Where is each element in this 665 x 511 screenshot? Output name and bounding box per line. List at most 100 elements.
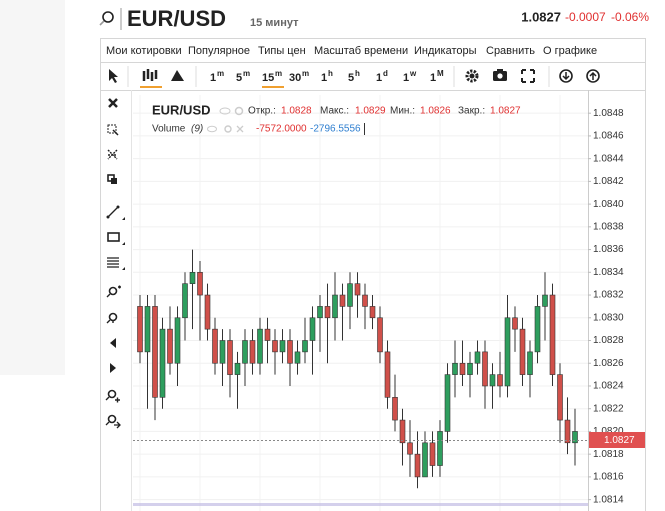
copy-tool[interactable] (107, 174, 117, 184)
camera-icon[interactable] (493, 69, 507, 81)
search-icon[interactable] (99, 8, 122, 30)
select-tool[interactable] (107, 124, 119, 136)
line-tool[interactable] (106, 205, 126, 221)
price-tag-label: 1.0827 (604, 435, 635, 446)
timeframe-unit[interactable]: m (302, 69, 309, 78)
timeframe-unit[interactable]: m (217, 69, 224, 78)
candle-body (212, 328, 218, 364)
candles-icon[interactable] (142, 69, 158, 81)
fullscreen-icon[interactable] (521, 69, 535, 83)
price: 1.0827 (521, 9, 561, 24)
magnet-tool[interactable] (105, 389, 120, 403)
candle-body (279, 340, 286, 353)
menu-item[interactable]: О графике (543, 45, 597, 57)
menu-item[interactable]: Масштаб времени (314, 45, 408, 57)
candle-body (257, 328, 263, 364)
close-value: 1.0827 (490, 106, 521, 117)
y-tick-label: 1.0826 (593, 358, 624, 369)
timeframe-number[interactable]: 1 (210, 72, 216, 84)
timeframe-number[interactable]: 30 (289, 72, 301, 84)
area-icon[interactable] (171, 70, 184, 81)
candle-body (144, 306, 151, 353)
timeframe-number[interactable]: 1 (321, 72, 327, 84)
menu-item[interactable]: Сравнить (486, 45, 535, 57)
candle-body (264, 328, 271, 341)
timeframe-number[interactable]: 15 (262, 72, 274, 84)
cursor-icon[interactable] (109, 69, 118, 83)
candle-body (137, 306, 143, 353)
candle-body (534, 306, 541, 353)
candle-body (167, 328, 173, 364)
candle-body (242, 340, 248, 364)
interval: 15 минут (250, 17, 299, 29)
open-value: 1.0828 (281, 106, 312, 117)
high-value: 1.0829 (355, 106, 386, 117)
candle-body (362, 294, 368, 307)
timeframe-unit[interactable]: m (243, 69, 250, 78)
timeframe-unit[interactable]: w (409, 69, 417, 78)
low-label: Мин.: (390, 106, 415, 117)
candle-body (324, 306, 331, 319)
timeframe-number[interactable]: 1 (430, 72, 436, 84)
y-tick-label: 1.0828 (593, 335, 624, 346)
candle-body (452, 362, 458, 375)
timeframe-number[interactable]: 5 (236, 72, 242, 84)
menu-item[interactable]: Типы цен (258, 45, 306, 57)
candle-body (219, 340, 226, 364)
y-tick-label: 1.0814 (593, 494, 624, 505)
menu-item[interactable]: Индикаторы (414, 45, 477, 57)
upload-icon[interactable] (586, 69, 600, 83)
zoom-in-tool[interactable] (106, 285, 121, 298)
timeframe-unit[interactable]: m (275, 69, 282, 78)
timeframe-number[interactable]: 1 (376, 72, 382, 84)
candle-body (309, 317, 316, 341)
change-pct: -0.06% (611, 10, 649, 24)
zoom-out-tool[interactable] (106, 312, 118, 324)
high-label: Макс.: (320, 106, 349, 117)
candle-body (354, 283, 361, 296)
candle-body (294, 351, 301, 364)
reset-tool[interactable] (105, 414, 121, 429)
candle-body (227, 340, 233, 375)
candle-body (272, 340, 278, 353)
rect-tool[interactable] (107, 232, 125, 245)
y-tick-label: 1.0832 (593, 290, 624, 301)
timeframe-unit[interactable]: M (437, 69, 444, 78)
settings-icon[interactable] (465, 69, 479, 83)
legend-icons[interactable] (219, 106, 244, 116)
y-tick-label: 1.0836 (593, 244, 624, 255)
y-tick-label: 1.0846 (593, 131, 624, 142)
candle-body (302, 340, 308, 353)
candle-body (384, 351, 391, 398)
candle-body (287, 340, 293, 364)
candle-body (572, 431, 578, 444)
timeframe-number[interactable]: 5 (348, 72, 354, 84)
volume-strip (133, 503, 588, 506)
scroll-left-tool[interactable] (110, 338, 116, 348)
fib-tool[interactable] (107, 257, 125, 270)
candle-body (339, 294, 346, 307)
candle-body (497, 374, 503, 387)
candle-body (399, 419, 406, 444)
candle-body (422, 442, 428, 478)
volume-value-1: -7572.0000 (256, 124, 307, 135)
crosshair-tool[interactable] (107, 149, 118, 160)
candle-body (392, 397, 398, 421)
download-icon[interactable] (559, 69, 573, 83)
timeframe-unit[interactable]: h (355, 69, 360, 78)
menu-item[interactable]: Мои котировки (106, 45, 182, 57)
timeframe-number[interactable]: 1 (403, 72, 409, 84)
candle-body (474, 351, 481, 364)
side-panel (0, 0, 65, 375)
timeframe-unit[interactable]: h (328, 69, 333, 78)
symbol-title: EUR/USD (127, 6, 226, 31)
remove-tool[interactable] (108, 98, 118, 108)
volume-icons[interactable] (207, 125, 244, 133)
menu-item[interactable]: Популярное (188, 45, 250, 57)
price-tag (589, 432, 645, 448)
candle-body (182, 283, 188, 319)
timeframe-unit[interactable]: d (383, 69, 388, 78)
scroll-right-tool[interactable] (110, 363, 116, 373)
candle-body (317, 306, 323, 319)
candle-body (347, 283, 353, 307)
